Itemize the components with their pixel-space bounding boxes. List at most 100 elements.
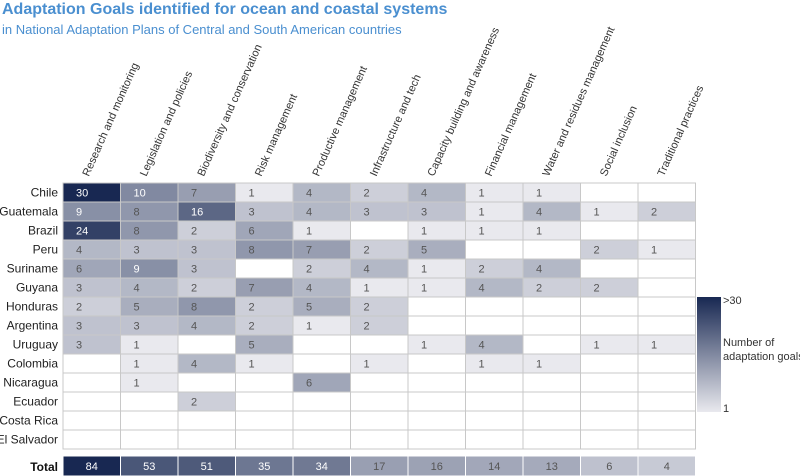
heatmap-cell: [465, 182, 524, 203]
cell-value-label: 4: [421, 188, 427, 200]
cell-value-label: 16: [191, 207, 203, 219]
heatmap-cell: [120, 353, 179, 374]
cell-value-label: 2: [479, 264, 485, 276]
heatmap-cell: [637, 391, 696, 412]
cell-value-label: 8: [249, 245, 255, 257]
heatmap-cell: [62, 277, 121, 298]
heatmap-cell: [177, 391, 236, 412]
heatmap-cell: [292, 410, 351, 431]
cell-value-label: 2: [364, 188, 370, 200]
cell-value-label: 4: [536, 207, 542, 219]
heatmap-cell: [637, 277, 696, 298]
heatmap-cell: [120, 201, 179, 222]
heatmap-cell: [120, 372, 179, 393]
legend-title-line: adaptation goals: [723, 351, 800, 363]
total-value-label: 17: [373, 461, 385, 473]
cell-value-label: 1: [249, 188, 255, 200]
cell-value-label: 1: [651, 245, 657, 257]
heatmap-cell: [407, 429, 466, 450]
legend-max-label: >30: [723, 295, 742, 307]
cell-value-label: 2: [191, 397, 197, 409]
heatmap-cell: [235, 315, 294, 336]
cell-value-label: 3: [76, 321, 82, 333]
total-value-label: 13: [546, 461, 558, 473]
heatmap-cell: [235, 410, 294, 431]
heatmap-cell: [235, 220, 294, 241]
heatmap-cell: [235, 391, 294, 412]
column-label-social-inclusion: Social inclusion: [598, 104, 640, 178]
heatmap-cell: [177, 353, 236, 374]
heatmap-cell: [522, 182, 581, 203]
row-label-argentina: Argentina: [7, 319, 59, 333]
heatmap-cells: 30 10 7 1 4 2 4 1 19 8 16 3 4 3 3 1 4 1 224 8 2 6 1 1 1 14 3 3 8 7 2 5 2…: [62, 182, 696, 450]
heatmap-cell: [522, 410, 581, 431]
row-label-colombia: Colombia: [7, 357, 58, 371]
heatmap-cell: [522, 277, 581, 298]
heatmap-cell: [177, 315, 236, 336]
legend-min-label: 1: [723, 403, 729, 415]
heatmap-cell: [177, 201, 236, 222]
heatmap-cell: [580, 296, 639, 317]
heatmap-cell: [350, 220, 409, 241]
heatmap-cell: [407, 315, 466, 336]
heatmap-cell: [292, 182, 351, 203]
heatmap-cell: [522, 201, 581, 222]
row-label-guatemala: Guatemala: [0, 205, 58, 219]
cell-value-label: 1: [651, 340, 657, 352]
heatmap-cell: [62, 258, 121, 279]
cell-value-label: 8: [134, 207, 140, 219]
column-label-research-and-monitoring: Research and monitoring: [81, 61, 142, 178]
heatmap-cell: [580, 410, 639, 431]
heatmap-cell: [292, 334, 351, 355]
heatmap-cell: [120, 410, 179, 431]
heatmap-cell: [465, 239, 524, 260]
page-subtitle: in National Adaptation Plans of Central …: [2, 22, 402, 37]
heatmap-cell: [235, 372, 294, 393]
heatmap-cell: [637, 258, 696, 279]
cell-value-label: 4: [191, 321, 197, 333]
cell-value-label: 6: [76, 264, 82, 276]
heatmap-cell: [350, 391, 409, 412]
cell-value-label: 3: [76, 340, 82, 352]
heatmap-cell: [62, 410, 121, 431]
row-label-chile: Chile: [31, 186, 59, 200]
cell-value-label: 4: [479, 283, 485, 295]
heatmap-cell: [465, 220, 524, 241]
total-row: Total 84 53 51 35 34 17 16 14 13 6 4: [30, 455, 696, 476]
heatmap-cell: [580, 277, 639, 298]
heatmap-cell: [465, 353, 524, 374]
heatmap-cell: [465, 277, 524, 298]
cell-value-label: 5: [306, 302, 312, 314]
heatmap-cell: [120, 315, 179, 336]
row-label-nicaragua: Nicaragua: [3, 376, 58, 390]
heatmap-cell: [177, 220, 236, 241]
heatmap-cell: [292, 220, 351, 241]
column-label-traditional-practices: Traditional practices: [656, 83, 707, 178]
cell-value-label: 1: [421, 340, 427, 352]
heatmap-cell: [350, 258, 409, 279]
heatmap-cell: [407, 391, 466, 412]
heatmap-cell: [522, 315, 581, 336]
cell-value-label: 1: [134, 340, 140, 352]
heatmap-cell: [522, 391, 581, 412]
cell-value-label: 4: [364, 264, 370, 276]
heatmap-cell: [62, 429, 121, 450]
cell-value-label: 3: [249, 207, 255, 219]
total-value-label: 34: [316, 461, 328, 473]
cell-value-label: 1: [249, 359, 255, 371]
cell-value-label: 30: [76, 188, 88, 200]
heatmap-cell: [292, 391, 351, 412]
cell-value-label: 6: [306, 378, 312, 390]
column-label-productive-management: Productive management: [311, 64, 370, 178]
cell-value-label: 1: [364, 359, 370, 371]
heatmap-cell: [235, 182, 294, 203]
heatmap-cell: [580, 372, 639, 393]
cell-value-label: 2: [364, 321, 370, 333]
cell-value-label: 2: [191, 226, 197, 238]
heatmap-cell: [580, 220, 639, 241]
heatmap-cell: [407, 334, 466, 355]
heatmap-cell: [522, 296, 581, 317]
heatmap-cell: [522, 258, 581, 279]
heatmap-cell: [465, 429, 524, 450]
